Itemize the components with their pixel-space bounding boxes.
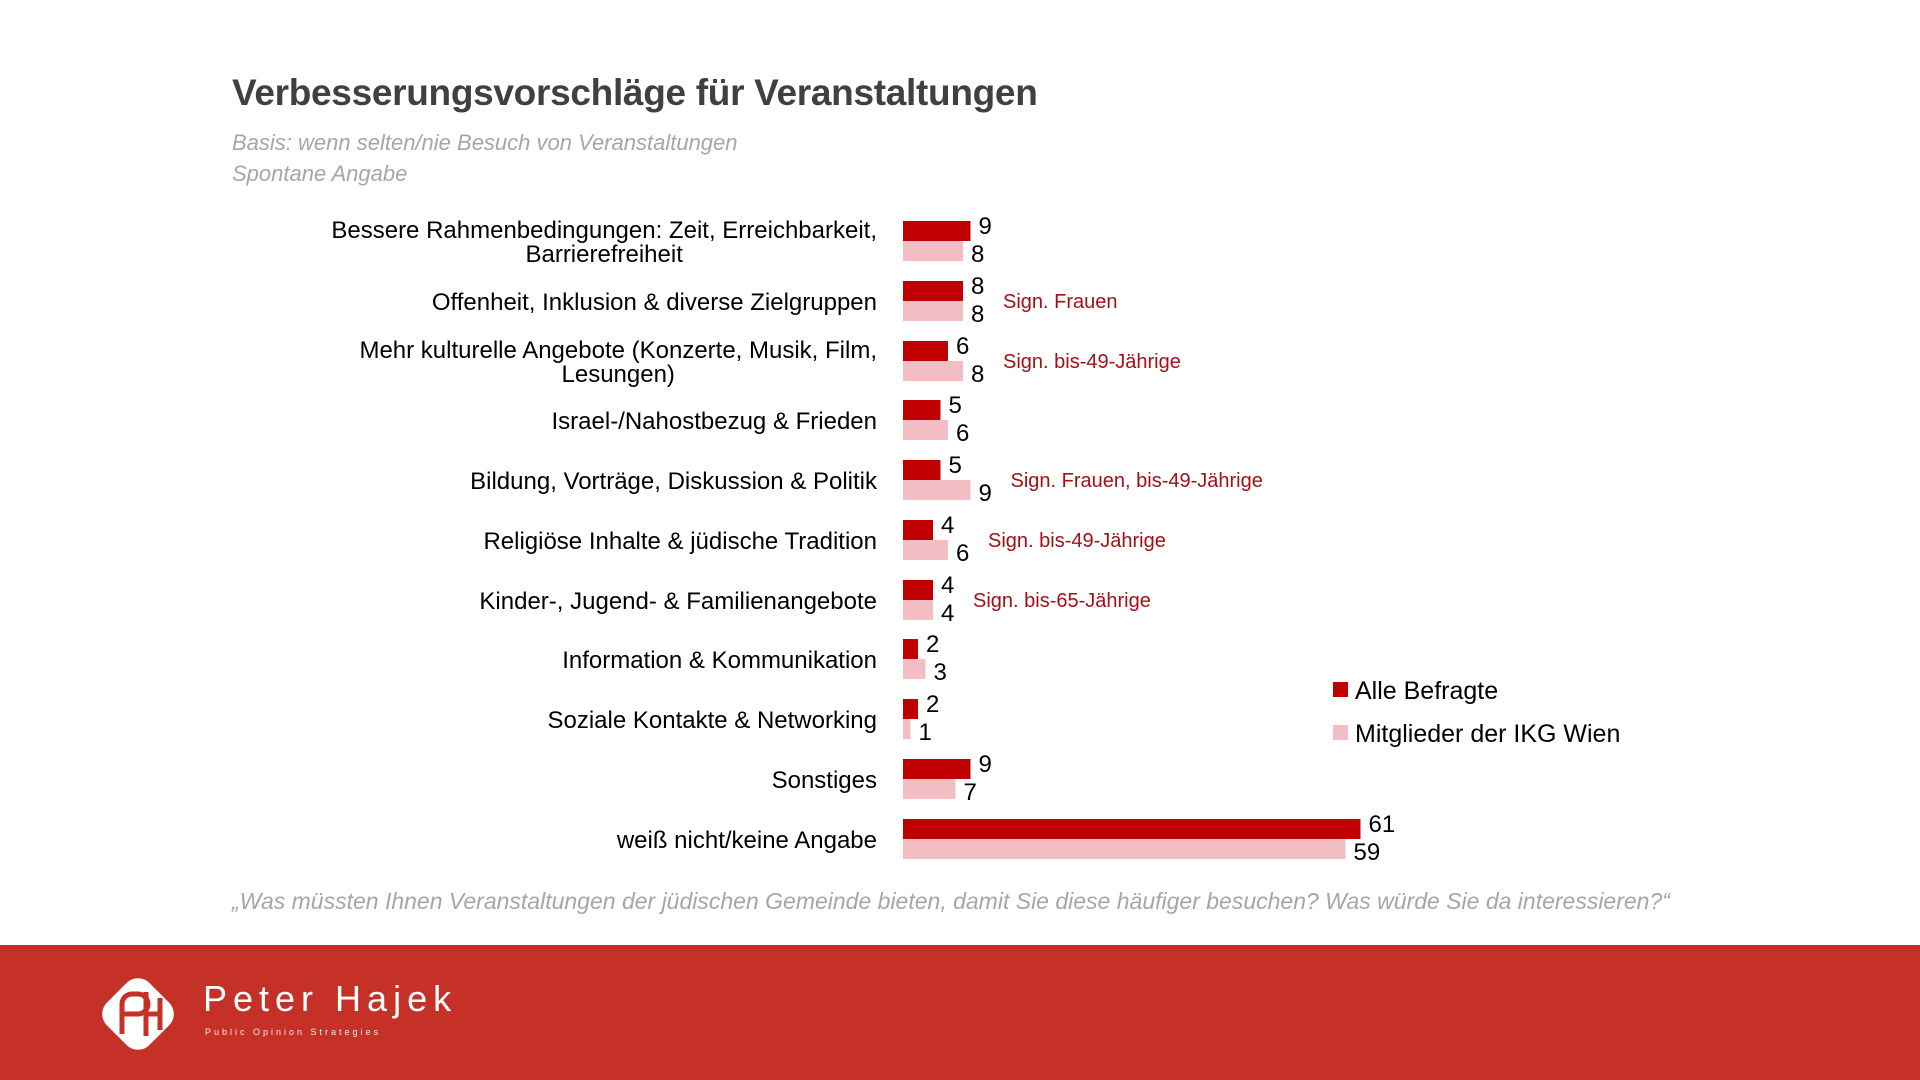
bar-alle-befragte bbox=[903, 639, 918, 659]
data-label: 61 bbox=[1369, 811, 1396, 838]
category-label: Kinder-, Jugend- & Familienangebote bbox=[479, 588, 877, 615]
category-label: weiß nicht/keine Angabe bbox=[616, 827, 877, 854]
bar-mitglieder-ikg bbox=[903, 779, 956, 799]
data-label: 5 bbox=[949, 452, 962, 479]
data-label: 7 bbox=[964, 779, 977, 806]
data-label: 5 bbox=[949, 392, 962, 419]
category-label: Offenheit, Inklusion & diverse Zielgrupp… bbox=[432, 289, 877, 316]
bar-alle-befragte bbox=[903, 699, 918, 719]
bar-mitglieder-ikg bbox=[903, 301, 963, 321]
bar-mitglieder-ikg bbox=[903, 540, 948, 560]
page-title: Verbesserungsvorschläge für Veranstaltun… bbox=[232, 72, 1038, 113]
category-label: Bildung, Vorträge, Diskussion & Politik bbox=[470, 468, 878, 495]
data-label: 59 bbox=[1354, 839, 1381, 866]
bar-mitglieder-ikg bbox=[903, 361, 963, 381]
data-label: 6 bbox=[956, 540, 969, 567]
bar-alle-befragte bbox=[903, 281, 963, 301]
data-label: 3 bbox=[934, 659, 947, 686]
data-label: 9 bbox=[979, 751, 992, 778]
category-label: Soziale Kontakte & Networking bbox=[547, 707, 877, 734]
bar-alle-befragte bbox=[903, 819, 1361, 839]
category-label: Mehr kulturelle Angebote (Konzerte, Musi… bbox=[359, 337, 877, 388]
data-label: 6 bbox=[956, 333, 969, 360]
brand-tagline: Public Opinion Strategies bbox=[205, 1027, 382, 1037]
significance-note: Sign. bis-65-Jährige bbox=[973, 590, 1151, 612]
data-label: 8 bbox=[971, 241, 984, 268]
bar-mitglieder-ikg bbox=[903, 659, 926, 679]
category-label: Israel-/Nahostbezug & Frieden bbox=[552, 408, 878, 435]
bar-mitglieder-ikg bbox=[903, 420, 948, 440]
data-label: 4 bbox=[941, 600, 954, 627]
data-label: 4 bbox=[941, 512, 954, 539]
bar-alle-befragte bbox=[903, 520, 933, 540]
category-label: Religiöse Inhalte & jüdische Tradition bbox=[483, 528, 877, 555]
category-label: Bessere Rahmenbedingungen: Zeit, Erreich… bbox=[331, 217, 877, 268]
bar-alle-befragte bbox=[903, 759, 971, 779]
data-label: 9 bbox=[979, 480, 992, 507]
data-label: 1 bbox=[919, 719, 932, 746]
bar-mitglieder-ikg bbox=[903, 600, 933, 620]
legend-swatch-alle-befragte bbox=[1333, 682, 1348, 697]
data-label: 2 bbox=[926, 631, 939, 658]
question-footnote: „Was müssten Ihnen Veranstaltungen der j… bbox=[232, 888, 1670, 914]
bar-alle-befragte bbox=[903, 341, 948, 361]
bar-mitglieder-ikg bbox=[903, 839, 1346, 859]
legend-label: Mitglieder der IKG Wien bbox=[1355, 720, 1620, 748]
ph-monogram-logo-icon bbox=[102, 978, 174, 1050]
significance-note: Sign. Frauen, bis-49-Jährige bbox=[1011, 470, 1263, 492]
bar-alle-befragte bbox=[903, 221, 971, 241]
bar-alle-befragte bbox=[903, 400, 941, 420]
data-label: 2 bbox=[926, 691, 939, 718]
category-label: Information & Kommunikation bbox=[562, 647, 877, 674]
legend-label: Alle Befragte bbox=[1355, 677, 1498, 705]
data-label: 8 bbox=[971, 301, 984, 328]
data-label: 4 bbox=[941, 572, 954, 599]
bar-mitglieder-ikg bbox=[903, 241, 963, 261]
category-label: Sonstiges bbox=[772, 767, 877, 794]
bar-mitglieder-ikg bbox=[903, 480, 971, 500]
data-label: 9 bbox=[979, 213, 992, 240]
significance-note: Sign. Frauen bbox=[1003, 291, 1118, 313]
significance-note: Sign. bis-49-Jährige bbox=[988, 530, 1166, 552]
footer-bar bbox=[0, 945, 1920, 1080]
subtitle-type: Spontane Angabe bbox=[232, 161, 408, 186]
subtitle-basis: Basis: wenn selten/nie Besuch von Verans… bbox=[232, 130, 738, 155]
brand-name: Peter Hajek bbox=[203, 978, 458, 1019]
data-label: 6 bbox=[956, 420, 969, 447]
legend-swatch-mitglieder-ikg bbox=[1333, 725, 1348, 740]
bar-mitglieder-ikg bbox=[903, 719, 911, 739]
bar-alle-befragte bbox=[903, 460, 941, 480]
data-label: 8 bbox=[971, 361, 984, 388]
bar-chart: Bessere Rahmenbedingungen: Zeit, Erreich… bbox=[331, 213, 1620, 866]
bar-alle-befragte bbox=[903, 580, 933, 600]
significance-note: Sign. bis-49-Jährige bbox=[1003, 351, 1181, 373]
data-label: 8 bbox=[971, 273, 984, 300]
